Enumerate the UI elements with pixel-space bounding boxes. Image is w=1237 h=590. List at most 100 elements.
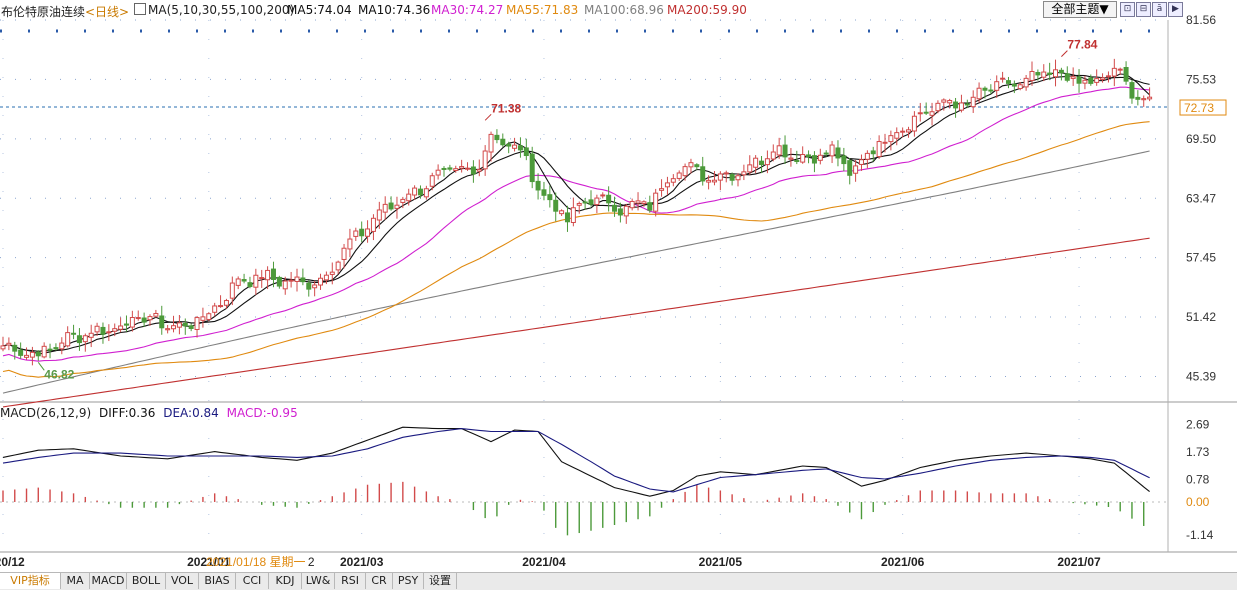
candle-up	[717, 173, 723, 181]
candle-up	[864, 152, 870, 160]
candle-up	[976, 87, 982, 100]
candle-up	[200, 316, 206, 321]
candle-up	[347, 238, 353, 250]
candle-down	[388, 202, 394, 210]
candle-down	[500, 138, 506, 146]
candle-down	[53, 347, 59, 350]
candle-down	[18, 349, 24, 356]
candle-up	[406, 193, 412, 202]
play-forward-icon[interactable]: ▶	[1168, 2, 1183, 17]
indicator-tab[interactable]: RSI	[335, 573, 366, 589]
candle-up	[1041, 71, 1047, 78]
candle-up	[559, 210, 565, 215]
candle-up	[1111, 67, 1117, 77]
candle-up	[623, 205, 629, 217]
indicator-tab[interactable]: LW&	[302, 573, 335, 589]
candle-down	[1088, 77, 1094, 84]
zoom-out-icon[interactable]: ⊟	[1136, 2, 1151, 17]
candle-up	[1105, 75, 1111, 78]
candle-up	[229, 282, 235, 299]
indicator-tab[interactable]: KDJ	[269, 573, 302, 589]
candle-down	[870, 150, 876, 155]
ma200-line	[2, 237, 1150, 408]
candle-down	[12, 344, 18, 352]
candle-up	[947, 100, 953, 104]
candle-down	[953, 101, 959, 109]
candle-up	[206, 313, 212, 320]
macd-diff-value: DIFF:0.36	[98, 406, 156, 420]
candle-up	[235, 278, 241, 286]
indicator-tab[interactable]: MA	[61, 573, 90, 589]
date-tick-label: 2021/06	[881, 555, 925, 569]
indicator-tab[interactable]: VIP指标	[0, 573, 61, 589]
candle-up	[800, 154, 806, 163]
candle-up	[1094, 78, 1100, 83]
candle-up	[1070, 76, 1076, 79]
candle-up	[635, 200, 641, 204]
candle-down	[123, 323, 129, 326]
candle-down	[359, 228, 365, 237]
indicator-tab[interactable]: BIAS	[199, 573, 236, 589]
macd-macd-value: MACD:-0.95	[226, 406, 298, 420]
candle-up	[723, 172, 729, 175]
cursor-extra-label: 2	[308, 555, 315, 569]
candle-up	[664, 182, 670, 188]
candle-up	[1023, 77, 1029, 88]
candle-up	[370, 217, 376, 232]
indicator-tab[interactable]: 设置	[424, 573, 457, 589]
candle-down	[447, 167, 453, 170]
indicator-tab[interactable]: PSY	[393, 573, 424, 589]
ma55-line	[2, 121, 1150, 378]
candle-down	[535, 180, 541, 191]
candle-down	[306, 282, 312, 290]
zoom-in-icon[interactable]: ⊡	[1120, 2, 1135, 17]
ma-params-text: MA(5,10,30,55,100,200)	[148, 3, 295, 17]
indicator-tab[interactable]: CR	[366, 573, 393, 589]
candle-up	[711, 179, 717, 183]
date-tick-label: 2021/07	[1057, 555, 1101, 569]
candle-up	[88, 332, 94, 338]
candle-down	[441, 167, 447, 170]
candle-up	[929, 111, 935, 116]
moving-average-lines	[2, 71, 1150, 408]
candle-up	[576, 202, 582, 206]
candle-down	[835, 147, 841, 159]
candle-up	[1117, 68, 1123, 71]
candle-down	[1058, 69, 1064, 74]
candle-down	[523, 147, 529, 157]
candle-up	[253, 274, 259, 288]
period-label[interactable]: <日线>	[85, 5, 130, 19]
price-tick-label: 81.56	[1186, 13, 1216, 27]
macd-tick-label: 1.73	[1186, 445, 1210, 459]
candle-down	[300, 277, 306, 283]
candle-up	[400, 198, 406, 203]
candle-up	[747, 164, 753, 173]
kline-chart[interactable]: 81.56 75.53 69.50 63.47 57.45 51.42 45.39 2.69 1…	[0, 0, 1237, 572]
candle-up	[453, 168, 459, 171]
indicator-tab[interactable]: MACD	[90, 573, 127, 589]
candle-down	[988, 89, 994, 92]
candle-up	[65, 332, 71, 347]
indicator-tab[interactable]: VOL	[166, 573, 199, 589]
candle-down	[241, 279, 247, 282]
ma55-value: MA55:71.83	[506, 3, 579, 17]
cursor-date-label: 2021/01/18 星期一	[206, 555, 305, 569]
candle-up	[676, 172, 682, 179]
candle-down	[159, 315, 165, 329]
candle-down	[541, 189, 547, 196]
date-tick-label: 2021/03	[340, 555, 384, 569]
price-tick-label: 69.50	[1186, 132, 1216, 146]
price-tick-label: 75.53	[1186, 72, 1216, 86]
indicator-tab[interactable]: CCI	[236, 573, 269, 589]
fast-back-icon[interactable]: ā	[1152, 2, 1167, 17]
theme-dropdown[interactable]: 全部主题▼	[1043, 1, 1117, 18]
indicator-tab[interactable]: BOLL	[127, 573, 166, 589]
date-tick-label: 2021/01	[187, 555, 231, 569]
candle-up	[641, 201, 647, 205]
collapse-icon[interactable]	[134, 3, 146, 15]
candle-up	[935, 102, 941, 112]
ma30-value: MA30:74.27	[431, 3, 504, 17]
ma5-value: MA5:74.04	[287, 3, 352, 17]
annotation-pointer	[1061, 50, 1068, 58]
price-annotations: 77.84 71.38 46.82	[37, 38, 1098, 381]
